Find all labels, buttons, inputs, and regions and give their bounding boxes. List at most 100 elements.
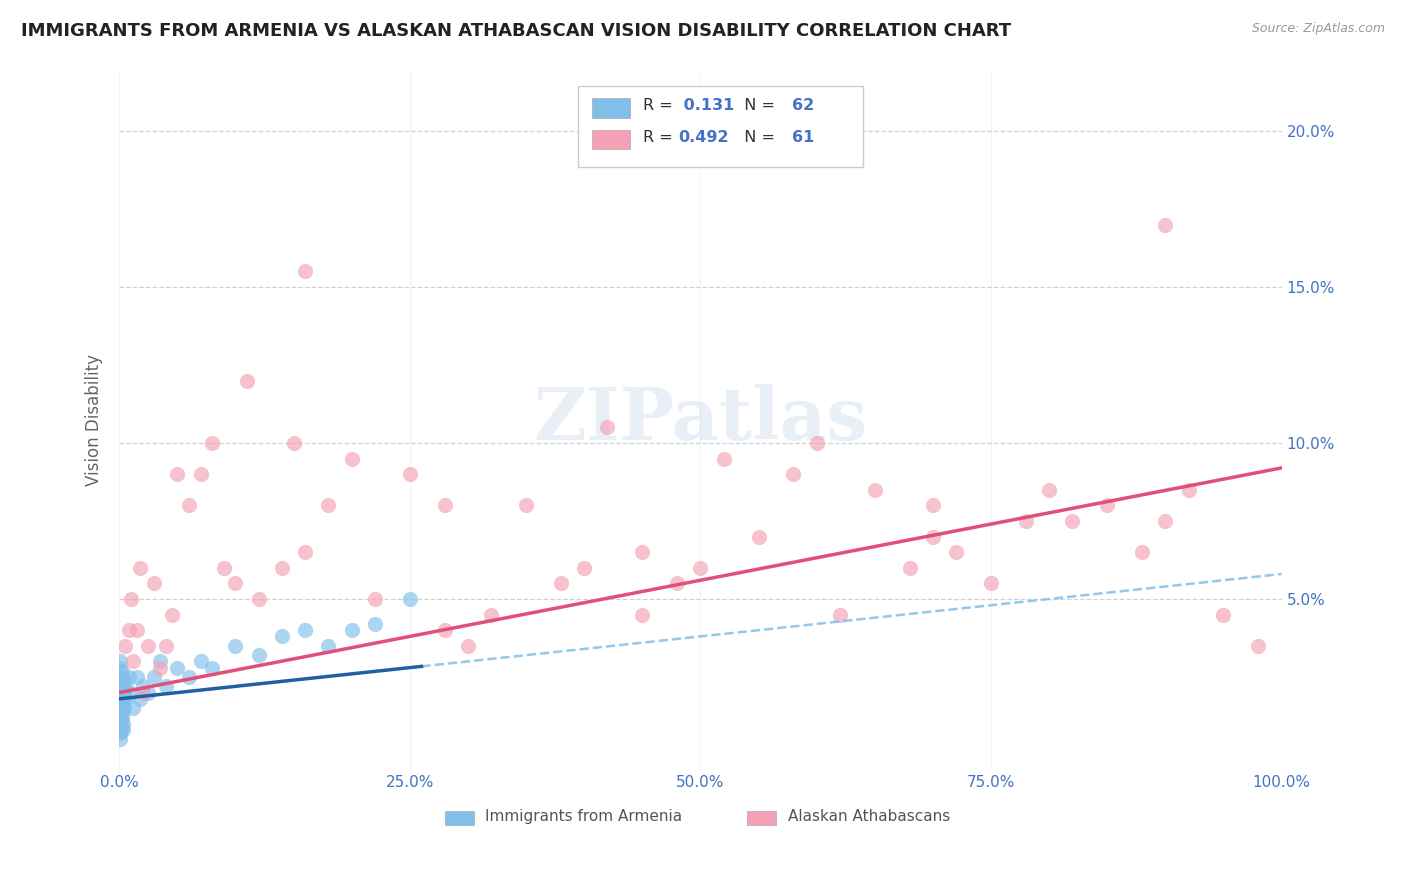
Point	[340, 451, 363, 466]
Point	[398, 591, 420, 606]
Point	[110, 716, 132, 731]
Point	[143, 576, 166, 591]
Point	[631, 545, 654, 559]
Point	[110, 689, 132, 703]
Point	[631, 607, 654, 622]
Point	[433, 499, 456, 513]
Point	[110, 679, 132, 693]
Point	[1177, 483, 1199, 497]
Point	[110, 685, 132, 699]
Text: Alaskan Athabascans: Alaskan Athabascans	[787, 809, 950, 823]
Point	[111, 695, 134, 709]
Point	[110, 689, 132, 703]
Point	[201, 436, 224, 450]
Point	[110, 691, 132, 706]
Point	[111, 723, 134, 737]
Point	[1038, 483, 1060, 497]
Point	[110, 695, 132, 709]
Point	[224, 639, 246, 653]
Point	[1062, 514, 1084, 528]
Point	[111, 673, 134, 687]
Point	[572, 561, 595, 575]
Text: N =: N =	[734, 130, 775, 145]
Point	[283, 436, 305, 450]
Point	[340, 623, 363, 637]
Text: 62: 62	[792, 98, 814, 113]
Point	[945, 545, 967, 559]
Point	[129, 561, 152, 575]
Point	[149, 660, 172, 674]
Point	[433, 623, 456, 637]
Point	[166, 467, 188, 482]
FancyBboxPatch shape	[592, 129, 630, 149]
Point	[166, 660, 188, 674]
Point	[155, 679, 177, 693]
Point	[271, 561, 294, 575]
Text: Immigrants from Armenia: Immigrants from Armenia	[485, 809, 682, 823]
Point	[689, 561, 711, 575]
Point	[125, 623, 148, 637]
Point	[921, 530, 943, 544]
Point	[122, 701, 145, 715]
Point	[114, 691, 136, 706]
Point	[125, 670, 148, 684]
Point	[236, 374, 259, 388]
Point	[111, 682, 134, 697]
Point	[160, 607, 183, 622]
Point	[294, 623, 316, 637]
Point	[114, 679, 136, 693]
Point	[1015, 514, 1038, 528]
Point	[110, 720, 132, 734]
Point	[1095, 499, 1118, 513]
Point	[190, 654, 212, 668]
Point	[828, 607, 851, 622]
Point	[318, 639, 340, 653]
Text: R =: R =	[644, 98, 678, 113]
Point	[550, 576, 572, 591]
Point	[155, 639, 177, 653]
Text: 0.131: 0.131	[678, 98, 734, 113]
Point	[110, 698, 132, 712]
Point	[479, 607, 502, 622]
Point	[596, 420, 619, 434]
Point	[143, 670, 166, 684]
Point	[110, 682, 132, 697]
Point	[117, 623, 139, 637]
Point	[131, 679, 153, 693]
Point	[1154, 514, 1177, 528]
Point	[120, 591, 142, 606]
Point	[110, 676, 132, 690]
Point	[111, 701, 134, 715]
Point	[110, 670, 132, 684]
Point	[129, 691, 152, 706]
Text: ZIPatlas: ZIPatlas	[533, 384, 868, 455]
Text: N =: N =	[734, 98, 775, 113]
Point	[110, 710, 132, 724]
Point	[863, 483, 886, 497]
Point	[247, 591, 270, 606]
Point	[921, 499, 943, 513]
Point	[131, 685, 153, 699]
Point	[515, 499, 537, 513]
Point	[980, 576, 1002, 591]
Point	[110, 726, 132, 740]
Point	[136, 685, 159, 699]
Point	[110, 654, 132, 668]
Point	[247, 648, 270, 662]
Point	[110, 664, 132, 678]
Point	[110, 701, 132, 715]
Point	[110, 670, 132, 684]
Point	[294, 264, 316, 278]
Y-axis label: Vision Disability: Vision Disability	[86, 353, 103, 485]
Point	[110, 732, 132, 747]
Point	[177, 499, 200, 513]
Point	[782, 467, 804, 482]
Point	[110, 679, 132, 693]
Point	[149, 654, 172, 668]
Point	[398, 467, 420, 482]
Point	[806, 436, 828, 450]
Point	[136, 639, 159, 653]
Point	[110, 660, 132, 674]
Point	[110, 714, 132, 728]
FancyBboxPatch shape	[747, 811, 776, 824]
